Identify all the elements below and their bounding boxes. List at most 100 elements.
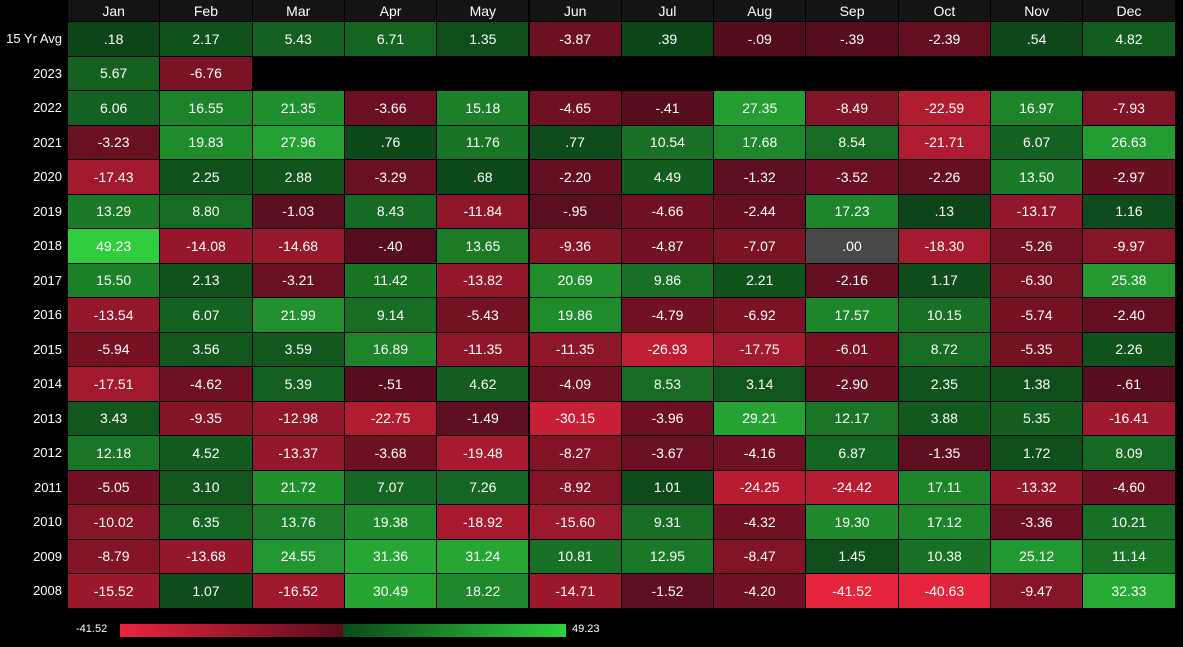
heat-cell: -13.32 — [991, 470, 1083, 504]
heat-cell: 3.59 — [252, 332, 344, 366]
heat-cell: 8.43 — [344, 194, 437, 228]
row-label: 2020 — [33, 169, 62, 185]
heat-cell: -2.90 — [806, 367, 898, 401]
heat-cell: -17.43 — [68, 160, 160, 194]
heat-cell: -21.71 — [898, 125, 990, 159]
heat-cell: 5.43 — [252, 22, 344, 56]
heat-cell: -5.43 — [437, 298, 529, 332]
heat-cell: -4.62 — [160, 367, 252, 401]
heat-cell: -3.29 — [344, 160, 437, 194]
heat-cell: -2.26 — [898, 160, 990, 194]
heat-cell: -7.07 — [714, 229, 806, 263]
heat-cell: 17.11 — [898, 470, 990, 504]
heat-cell: 19.83 — [160, 125, 252, 159]
column-header: Oct — [898, 0, 990, 21]
heat-cell: -11.35 — [437, 332, 529, 366]
heat-cell: -41.52 — [806, 574, 898, 608]
heat-cell: -9.35 — [160, 401, 252, 435]
heat-cell: 7.07 — [344, 470, 437, 504]
heat-cell: 11.42 — [344, 263, 437, 297]
heat-cell: -.40 — [344, 229, 437, 263]
heat-cell: 9.14 — [344, 298, 437, 332]
heat-cell: 32.33 — [1083, 574, 1175, 608]
row-label: 2015 — [33, 341, 62, 357]
heat-cell: -5.94 — [68, 332, 160, 366]
heat-cell: -10.02 — [68, 505, 160, 539]
heat-cell: 6.07 — [991, 125, 1083, 159]
heat-cell: -13.82 — [437, 263, 529, 297]
heat-cell: -5.26 — [991, 229, 1083, 263]
heat-cell: 31.36 — [344, 539, 437, 573]
heat-cell: 3.56 — [160, 332, 252, 366]
row-label: 2018 — [33, 238, 62, 254]
heat-cell: -8.79 — [68, 539, 160, 573]
heat-cell: 2.17 — [160, 22, 252, 56]
heat-cell: 29.21 — [714, 401, 806, 435]
heat-cell: .13 — [898, 194, 990, 228]
row-label: 15 Yr Avg — [6, 31, 62, 47]
column-header: Aug — [714, 0, 806, 21]
heat-cell: 13.50 — [991, 160, 1083, 194]
heat-cell: -22.75 — [344, 401, 437, 435]
heat-cell: 6.06 — [68, 91, 160, 125]
heat-cell: -12.98 — [252, 401, 344, 435]
column-header: Jun — [529, 0, 621, 21]
heat-cell: -13.68 — [160, 539, 252, 573]
heat-cell: -.51 — [344, 367, 437, 401]
heat-cell: -2.97 — [1083, 160, 1175, 194]
heat-cell: -1.32 — [714, 160, 806, 194]
heat-cell: .39 — [621, 22, 714, 56]
heat-cell: -3.68 — [344, 436, 437, 470]
heat-cell: -6.76 — [160, 56, 252, 90]
heat-cell: 10.38 — [898, 539, 990, 573]
heat-cell: .77 — [529, 125, 621, 159]
heat-cell: 25.38 — [1083, 263, 1175, 297]
heat-cell: -4.87 — [621, 229, 714, 263]
heat-cell: 18.22 — [437, 574, 529, 608]
heat-cell: 1.16 — [1083, 194, 1175, 228]
heat-cell: 1.72 — [991, 436, 1083, 470]
heat-cell: -4.32 — [714, 505, 806, 539]
heat-cell: -5.74 — [991, 298, 1083, 332]
heat-cell: 11.76 — [437, 125, 529, 159]
heat-cell: -3.36 — [991, 505, 1083, 539]
heat-cell: 8.09 — [1083, 436, 1175, 470]
heat-cell: -1.35 — [898, 436, 990, 470]
heat-cell: 16.55 — [160, 91, 252, 125]
heat-cell: 5.35 — [991, 401, 1083, 435]
heat-cell: -4.60 — [1083, 470, 1175, 504]
heat-cell: 8.72 — [898, 332, 990, 366]
column-header: Apr — [344, 0, 437, 21]
heat-cell: -2.16 — [806, 263, 898, 297]
column-header: Dec — [1083, 0, 1175, 21]
heat-cell: 17.68 — [714, 125, 806, 159]
heat-cell: -30.15 — [529, 401, 621, 435]
heat-cell: -14.71 — [529, 574, 621, 608]
heat-cell: -9.97 — [1083, 229, 1175, 263]
column-header: Jan — [68, 0, 160, 21]
legend-max: 49.23 — [572, 623, 600, 635]
heat-cell: 8.80 — [160, 194, 252, 228]
heat-cell: -6.30 — [991, 263, 1083, 297]
heat-cell: 11.14 — [1083, 539, 1175, 573]
heat-cell: -1.49 — [437, 401, 529, 435]
heat-cell: 30.49 — [344, 574, 437, 608]
heat-cell: -13.54 — [68, 298, 160, 332]
heat-cell: -17.51 — [68, 367, 160, 401]
heat-cell: -2.44 — [714, 194, 806, 228]
heat-cell: 2.35 — [898, 367, 990, 401]
heat-cell: -13.37 — [252, 436, 344, 470]
heat-cell: 4.82 — [1083, 22, 1175, 56]
heat-cell: 17.57 — [806, 298, 898, 332]
heat-cell: -8.49 — [806, 91, 898, 125]
heat-cell: -.61 — [1083, 367, 1175, 401]
heat-cell: -.39 — [806, 22, 898, 56]
heat-cell: -3.87 — [529, 22, 621, 56]
heat-cell: 10.15 — [898, 298, 990, 332]
row-label: 2012 — [33, 445, 62, 461]
heat-cell: 19.38 — [344, 505, 437, 539]
heat-cell: 27.35 — [714, 91, 806, 125]
row-label: 2011 — [34, 479, 62, 495]
heat-cell: -15.60 — [529, 505, 621, 539]
